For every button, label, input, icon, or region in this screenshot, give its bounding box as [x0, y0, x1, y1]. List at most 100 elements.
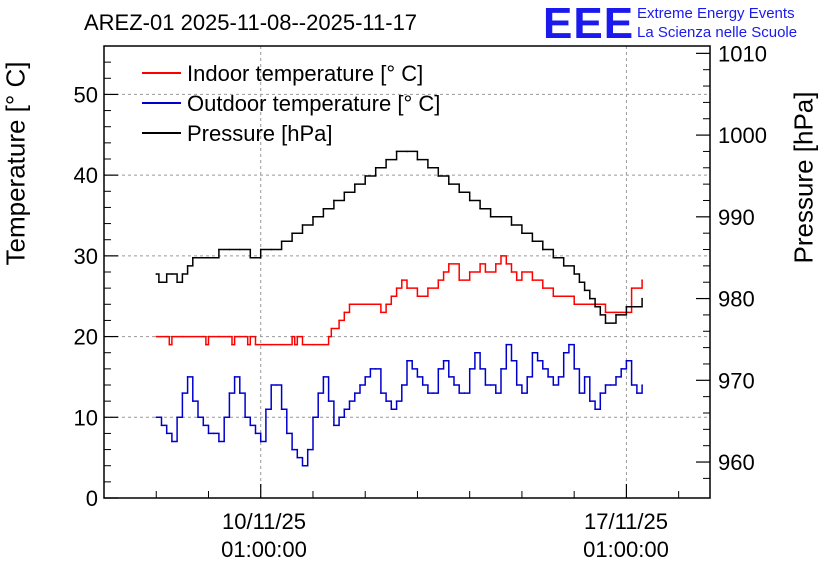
- series-1-point: [322, 376, 325, 378]
- series-2-point: [228, 248, 231, 251]
- series-0-point: [615, 311, 617, 314]
- series-1-point: [186, 376, 189, 378]
- series-1-point: [228, 392, 231, 394]
- series-0-point: [630, 287, 633, 289]
- series-0-point: [343, 311, 346, 314]
- series-0-point: [330, 327, 333, 330]
- series-0-point: [338, 319, 340, 322]
- series-1-point: [578, 392, 581, 394]
- y-tick-label-2: 20: [74, 325, 98, 350]
- series-0-point: [484, 271, 487, 273]
- series-2-point: [395, 150, 398, 153]
- series-0-point: [155, 335, 158, 338]
- series-2-point: [468, 199, 471, 202]
- series-1-point: [364, 376, 367, 378]
- series-2-point: [458, 191, 461, 194]
- series-1-point: [542, 368, 544, 370]
- series-2-point: [625, 305, 628, 308]
- series-0-point: [521, 271, 523, 273]
- x-tick-label-1: 10/11/25 01:00:00: [194, 508, 334, 564]
- series-1-point: [171, 440, 173, 443]
- series-2-point: [165, 273, 168, 275]
- series-1-point: [521, 392, 523, 394]
- series-1-point: [275, 384, 278, 386]
- series-0-point: [348, 303, 351, 306]
- y2-tick-label-4: 1000: [718, 123, 767, 148]
- series-2-point: [594, 305, 596, 308]
- series-line-2: [156, 150, 643, 324]
- series-0-point: [171, 335, 173, 338]
- series-1-point: [609, 384, 612, 386]
- series-2-point: [489, 216, 492, 218]
- series-0-point: [552, 295, 555, 298]
- series-0-point: [495, 263, 497, 265]
- series-0-point: [500, 255, 502, 257]
- series-2-point: [181, 273, 184, 275]
- series-2-point: [239, 248, 241, 251]
- series-0-point: [437, 279, 440, 281]
- series-0-point: [400, 279, 403, 281]
- series-1-point: [594, 408, 596, 411]
- series-0-point: [353, 303, 356, 306]
- series-0-point: [231, 343, 233, 346]
- series-0-point: [280, 343, 283, 346]
- series-1-point: [447, 376, 450, 378]
- series-2-point: [186, 265, 189, 267]
- series-0-point: [207, 335, 210, 338]
- series-1-point: [233, 376, 236, 378]
- series-0-point: [641, 279, 643, 281]
- series-2-point: [427, 166, 429, 169]
- series-1-point: [468, 368, 471, 370]
- series-1-point: [369, 368, 372, 370]
- series-1-point: [286, 432, 288, 435]
- series-1-point: [317, 392, 319, 394]
- series-2-point: [479, 207, 481, 210]
- series-0-point: [479, 263, 481, 265]
- series-0-point: [165, 335, 168, 338]
- chart-title: AREZ-01 2025-11-08--2025-11-17: [84, 10, 418, 35]
- series-1-point: [400, 384, 403, 386]
- series-2-point: [641, 297, 643, 300]
- series-1-point: [244, 416, 246, 419]
- series-0-point: [573, 303, 575, 306]
- series-1-point: [406, 359, 408, 362]
- series-1-point: [192, 400, 194, 402]
- y2-tick-label-3: 990: [718, 205, 755, 230]
- series-1-point: [505, 343, 508, 346]
- legend-label-1: Outdoor temperature [° C]: [187, 91, 440, 116]
- series-1-point: [568, 343, 570, 346]
- series-1-point: [442, 359, 445, 362]
- series-1-point: [552, 384, 555, 386]
- series-0-point: [604, 311, 607, 314]
- series-2-point: [416, 158, 419, 161]
- series-1-point: [500, 368, 502, 370]
- series-1-point: [176, 416, 178, 419]
- eee-logo: EEE: [543, 0, 635, 48]
- series-2-point: [562, 265, 565, 267]
- series-1-point: [343, 408, 346, 411]
- series-0-point: [301, 343, 304, 346]
- series-1-point: [181, 392, 184, 394]
- x-tick-date-2: 17/11/25: [583, 509, 668, 534]
- series-2-point: [218, 248, 220, 251]
- series-1-point: [458, 392, 461, 394]
- series-1-point: [359, 384, 361, 386]
- series-2-point: [615, 314, 617, 316]
- logo-caption-line1: Extreme Energy Events: [637, 5, 795, 22]
- series-1-point: [489, 384, 492, 386]
- x-tick-time-1: 01:00:00: [221, 537, 307, 562]
- series-0-point: [380, 311, 382, 314]
- series-2-point: [353, 183, 356, 185]
- series-0-point: [228, 335, 231, 338]
- series-1-point: [301, 464, 304, 467]
- series-0-point: [395, 287, 398, 289]
- series-2-point: [521, 232, 523, 234]
- series-0-point: [244, 335, 246, 338]
- series-1-point: [636, 392, 638, 394]
- series-2-point: [197, 256, 199, 259]
- series-2-point: [207, 256, 210, 259]
- series-1-point: [484, 384, 487, 386]
- series-1-point: [385, 400, 387, 402]
- series-1-point: [604, 384, 607, 386]
- series-layer: [155, 150, 643, 467]
